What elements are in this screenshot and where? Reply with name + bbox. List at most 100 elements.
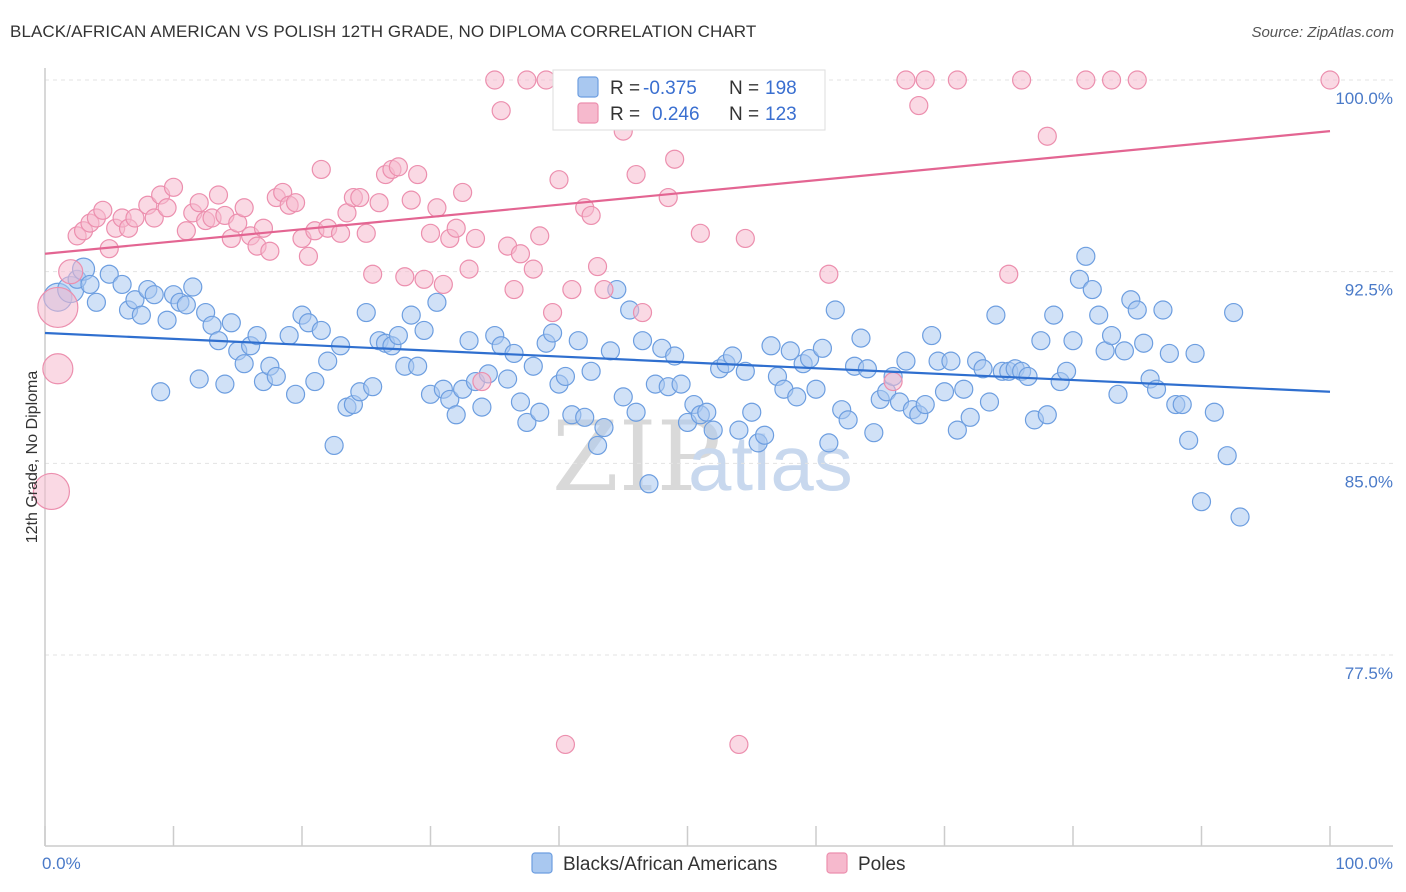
- data-point: [1204, 402, 1224, 422]
- data-point: [1044, 305, 1064, 325]
- data-point: [408, 164, 428, 185]
- data-point: [183, 277, 203, 297]
- data-point: [37, 286, 79, 329]
- legend-bottom: Blacks/African Americans Poles: [531, 852, 906, 875]
- legend-r-value-poles: 0.246: [652, 104, 700, 125]
- legend-r-label-poles: R =: [610, 104, 640, 125]
- data-point: [32, 472, 71, 511]
- data-point: [1108, 384, 1128, 404]
- data-point: [465, 228, 486, 249]
- data-point: [568, 331, 588, 351]
- data-point: [369, 193, 389, 213]
- data-point: [157, 198, 177, 218]
- data-point: [1153, 300, 1173, 320]
- data-point: [1063, 331, 1083, 351]
- data-point: [1191, 492, 1212, 512]
- data-point: [896, 351, 916, 371]
- data-point: [780, 341, 800, 361]
- data-point: [151, 382, 171, 402]
- data-point: [517, 412, 537, 433]
- data-point: [754, 425, 775, 445]
- data-point: [864, 423, 884, 443]
- data-point: [363, 377, 383, 397]
- data-point: [453, 182, 473, 203]
- data-point: [485, 70, 505, 90]
- data-point: [433, 274, 453, 295]
- data-point: [581, 205, 601, 226]
- data-point: [1069, 269, 1090, 289]
- data-point: [459, 331, 479, 351]
- x-axis-ticks: [44, 826, 1331, 846]
- data-point: [144, 208, 164, 228]
- data-point: [986, 305, 1006, 325]
- data-point: [896, 70, 916, 90]
- bottom-legend-label-poles: Poles: [858, 854, 906, 875]
- data-point: [787, 387, 807, 407]
- data-point: [542, 323, 563, 343]
- data-point: [388, 325, 408, 346]
- data-point: [401, 305, 421, 325]
- data-point: [176, 295, 196, 315]
- data-point: [260, 241, 280, 261]
- chart-title: BLACK/AFRICAN AMERICAN VS POLISH 12TH GR…: [10, 22, 757, 41]
- data-point: [446, 218, 466, 238]
- data-point: [587, 435, 608, 456]
- data-point: [549, 170, 569, 190]
- legend-n-label-poles: N =: [729, 104, 759, 125]
- data-point: [330, 223, 351, 243]
- y-tick-label: 100.0%: [1335, 89, 1393, 108]
- data-point: [356, 223, 376, 243]
- data-point: [581, 361, 601, 381]
- data-point: [1037, 126, 1057, 146]
- data-point: [285, 384, 306, 404]
- data-point: [234, 198, 254, 218]
- trend-line-blacks: [44, 331, 1331, 393]
- series-blacks-points: [43, 246, 1250, 527]
- data-point: [99, 264, 119, 284]
- data-point: [414, 320, 434, 341]
- data-point: [266, 366, 286, 387]
- bottom-legend-label-blacks: Blacks/African Americans: [563, 854, 777, 875]
- data-point: [960, 407, 980, 427]
- data-point: [189, 369, 209, 389]
- data-point: [806, 379, 826, 399]
- data-point: [208, 185, 229, 205]
- data-point: [1134, 333, 1154, 353]
- y-axis-label: 12th Grade, No Diploma: [24, 371, 41, 544]
- data-point: [1089, 305, 1109, 325]
- data-point: [1224, 302, 1244, 323]
- data-point: [536, 70, 556, 90]
- data-point: [112, 274, 132, 295]
- data-point: [530, 402, 550, 422]
- data-point: [1127, 70, 1147, 90]
- y-tick-label: 77.5%: [1345, 664, 1393, 683]
- data-point: [851, 328, 871, 348]
- legend-n-label-blacks: N =: [729, 78, 759, 99]
- data-point: [459, 259, 479, 279]
- data-point: [401, 190, 421, 210]
- data-point: [324, 435, 344, 456]
- data-point: [215, 374, 235, 394]
- data-point: [1185, 343, 1205, 364]
- data-point: [857, 359, 878, 379]
- data-point: [1230, 507, 1250, 527]
- data-point: [318, 351, 338, 371]
- data-point: [999, 264, 1019, 284]
- data-point: [555, 734, 576, 755]
- bottom-legend-swatch-poles: [826, 852, 848, 874]
- data-point: [562, 279, 582, 300]
- data-point: [671, 374, 691, 394]
- data-point: [626, 402, 646, 422]
- data-point: [639, 474, 659, 494]
- legend-r-label-blacks: R =: [610, 78, 640, 99]
- data-point: [504, 279, 524, 300]
- data-point: [915, 70, 935, 90]
- data-point: [722, 346, 743, 366]
- data-point: [954, 379, 974, 399]
- data-point: [1101, 70, 1122, 90]
- data-point: [157, 310, 177, 330]
- legend-swatch-blacks: [577, 76, 599, 98]
- data-point: [1056, 361, 1077, 381]
- data-point: [934, 382, 955, 402]
- data-point: [498, 369, 518, 389]
